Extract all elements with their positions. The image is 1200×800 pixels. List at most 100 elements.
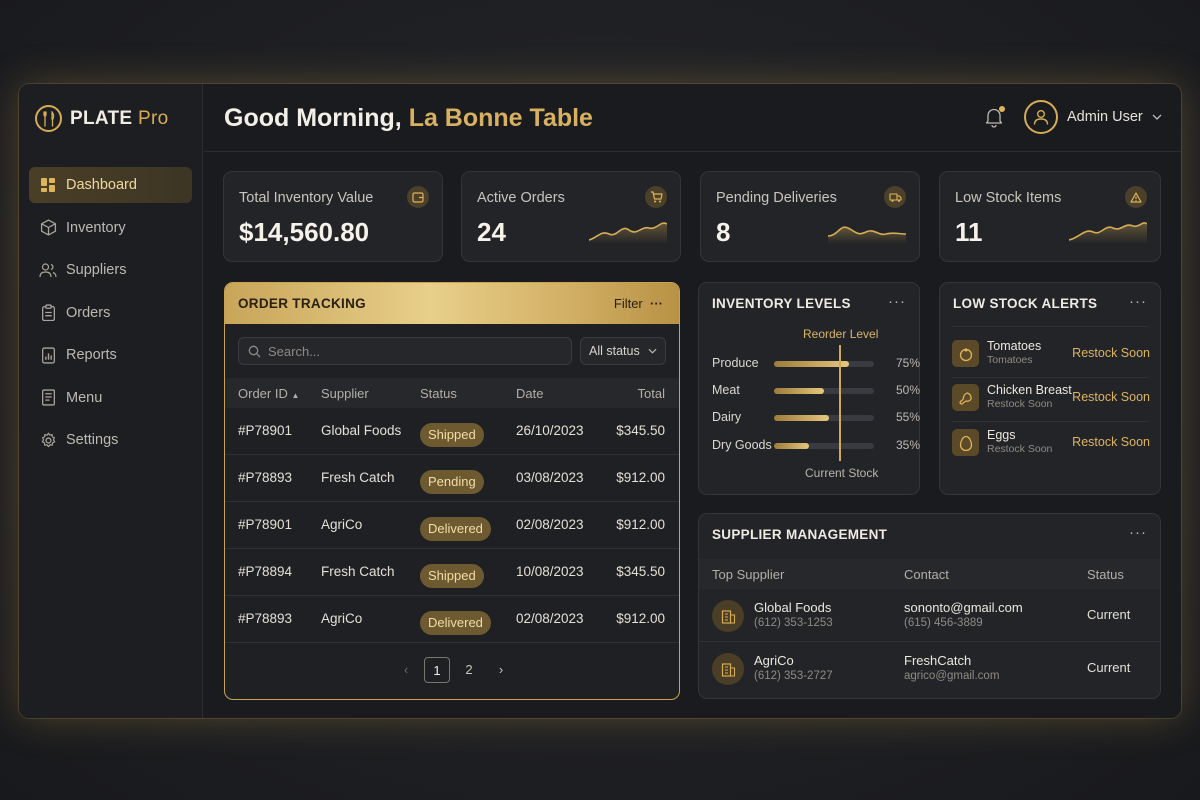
dashboard-icon bbox=[39, 176, 57, 194]
column-label: Order ID bbox=[238, 386, 288, 401]
low-stock-item[interactable]: Tomatoes Tomatoes Restock Soon bbox=[952, 336, 1150, 372]
inventory-name: Dairy bbox=[712, 410, 742, 424]
search-input[interactable] bbox=[268, 343, 558, 359]
pagination: ‹ 1 2 › bbox=[225, 657, 679, 685]
sidebar-item-menu[interactable]: Menu bbox=[29, 380, 192, 416]
sidebar-item-suppliers[interactable]: Suppliers bbox=[29, 252, 192, 288]
supplier-management-panel: SUPPLIER MANAGEMENT ··· Top Supplier Con… bbox=[698, 513, 1161, 699]
supplier-row[interactable]: Global Foods (612) 353-1253 sononto@gmai… bbox=[699, 590, 1160, 642]
panel-title: ORDER TRACKING bbox=[238, 296, 366, 311]
order-supplier: AgriCo bbox=[321, 517, 363, 532]
inventory-bar-fill bbox=[774, 443, 809, 449]
supplier-row[interactable]: AgriCo (612) 353-2727 FreshCatch agrico@… bbox=[699, 643, 1160, 695]
sidebar-item-orders[interactable]: Orders bbox=[29, 295, 192, 331]
more-options-icon[interactable]: ··· bbox=[1129, 293, 1147, 310]
search-field[interactable] bbox=[238, 337, 572, 365]
inventory-bar-track bbox=[774, 415, 874, 421]
current-stock-label: Current Stock bbox=[805, 466, 879, 480]
sidebar-nav: Dashboard Inventory Suppliers Orders bbox=[29, 167, 192, 465]
supplier-name: AgriCo bbox=[754, 653, 794, 668]
sparkline bbox=[589, 222, 667, 244]
order-date: 03/08/2023 bbox=[516, 470, 584, 485]
column-header-status: Status bbox=[1087, 567, 1124, 582]
sidebar-item-label: Orders bbox=[66, 304, 111, 321]
building-icon bbox=[712, 600, 744, 632]
filter-button[interactable]: Filter ··· bbox=[614, 296, 663, 311]
order-date: 26/10/2023 bbox=[516, 423, 584, 438]
table-row[interactable]: #P78894 Fresh Catch Shipped 10/08/2023 $… bbox=[225, 549, 679, 596]
sparkline bbox=[828, 226, 906, 244]
item-subtitle: Restock Soon bbox=[987, 443, 1053, 455]
sidebar-item-reports[interactable]: Reports bbox=[29, 337, 192, 373]
inventory-bar-track bbox=[774, 361, 874, 367]
table-row[interactable]: #P78893 AgriCo Delivered 02/08/2023 $912… bbox=[225, 596, 679, 643]
restock-link[interactable]: Restock Soon bbox=[1072, 435, 1150, 449]
warning-icon bbox=[1125, 186, 1147, 208]
inventory-bar-fill bbox=[774, 388, 824, 394]
top-bar: Good Morning, La Bonne Table Admin User bbox=[204, 84, 1181, 152]
inventory-levels-panel: INVENTORY LEVELS ··· Reorder Level Produ… bbox=[698, 282, 920, 495]
order-total: $912.00 bbox=[616, 517, 665, 532]
page-title: Good Morning, La Bonne Table bbox=[224, 104, 593, 133]
wallet-icon bbox=[407, 186, 429, 208]
item-subtitle: Restock Soon bbox=[987, 398, 1053, 410]
low-stock-item[interactable]: Eggs Restock Soon Restock Soon bbox=[952, 425, 1150, 461]
low-stock-alerts-panel: LOW STOCK ALERTS ··· Tomatoes Tomatoes R… bbox=[939, 282, 1161, 495]
page-1-button[interactable]: 1 bbox=[424, 657, 450, 683]
table-row[interactable]: #P78893 Fresh Catch Pending 03/08/2023 $… bbox=[225, 455, 679, 502]
next-page-icon[interactable]: › bbox=[498, 662, 504, 677]
user-menu[interactable]: Admin User bbox=[1024, 100, 1162, 134]
stat-label: Total Inventory Value bbox=[239, 190, 374, 206]
table-header: Order ID ▲ Supplier Status Date Total bbox=[225, 378, 679, 408]
main-content: Good Morning, La Bonne Table Admin User … bbox=[204, 84, 1181, 718]
fork-knife-icon bbox=[35, 105, 62, 132]
inventory-bar-fill bbox=[774, 415, 829, 421]
order-date: 10/08/2023 bbox=[516, 564, 584, 579]
order-id: #P78901 bbox=[238, 423, 293, 438]
stat-value: 8 bbox=[716, 217, 731, 247]
status-filter-select[interactable]: All status bbox=[580, 337, 666, 365]
supplier-status: Current bbox=[1087, 607, 1131, 622]
table-row[interactable]: #P78901 AgriCo Delivered 02/08/2023 $912… bbox=[225, 502, 679, 549]
sidebar-item-inventory[interactable]: Inventory bbox=[29, 210, 192, 246]
item-name: Tomatoes bbox=[987, 339, 1042, 353]
restock-link[interactable]: Restock Soon bbox=[1072, 390, 1150, 404]
order-total: $345.50 bbox=[616, 423, 665, 438]
item-subtitle: Tomatoes bbox=[987, 354, 1033, 366]
column-header-total: Total bbox=[637, 386, 665, 401]
prev-page-icon[interactable]: ‹ bbox=[403, 662, 409, 677]
order-supplier: Global Foods bbox=[321, 423, 402, 438]
sidebar-item-label: Settings bbox=[66, 432, 119, 448]
restock-link[interactable]: Restock Soon bbox=[1072, 346, 1150, 360]
table-row[interactable]: #P78901 Global Foods Shipped 26/10/2023 … bbox=[225, 408, 679, 455]
inventory-row-dairy: Dairy 55% bbox=[712, 410, 920, 426]
reorder-level-line bbox=[839, 345, 841, 461]
divider bbox=[952, 421, 1148, 422]
order-id: #P78894 bbox=[238, 564, 293, 579]
divider bbox=[952, 377, 1148, 378]
stat-label: Low Stock Items bbox=[955, 190, 1062, 206]
truck-icon bbox=[884, 186, 906, 208]
notification-bell-icon[interactable] bbox=[984, 106, 1006, 128]
menu-book-icon bbox=[39, 389, 57, 407]
order-date: 02/08/2023 bbox=[516, 517, 584, 532]
sidebar-item-dashboard[interactable]: Dashboard bbox=[29, 167, 192, 203]
more-options-icon[interactable]: ··· bbox=[888, 293, 906, 310]
sidebar-item-settings[interactable]: Settings bbox=[29, 422, 192, 458]
low-stock-item[interactable]: Chicken Breast Restock Soon Restock Soon bbox=[952, 380, 1150, 416]
divider bbox=[952, 326, 1148, 327]
search-icon bbox=[248, 345, 261, 357]
page-2-button[interactable]: 2 bbox=[465, 662, 473, 677]
sidebar-item-label: Menu bbox=[66, 389, 103, 406]
sparkline bbox=[1069, 222, 1147, 244]
stat-card-low-stock: Low Stock Items 11 bbox=[939, 171, 1161, 262]
column-header-order-id[interactable]: Order ID ▲ bbox=[238, 386, 299, 401]
supplier-name: Global Foods bbox=[754, 600, 832, 615]
supplier-contact: sononto@gmail.com bbox=[904, 600, 1023, 615]
column-header-date: Date bbox=[516, 386, 544, 401]
order-supplier: AgriCo bbox=[321, 611, 363, 626]
building-icon bbox=[712, 653, 744, 685]
more-options-icon[interactable]: ··· bbox=[1129, 524, 1147, 541]
order-id: #P78893 bbox=[238, 611, 293, 626]
stat-card-inventory-value: Total Inventory Value $14,560.80 bbox=[223, 171, 443, 262]
